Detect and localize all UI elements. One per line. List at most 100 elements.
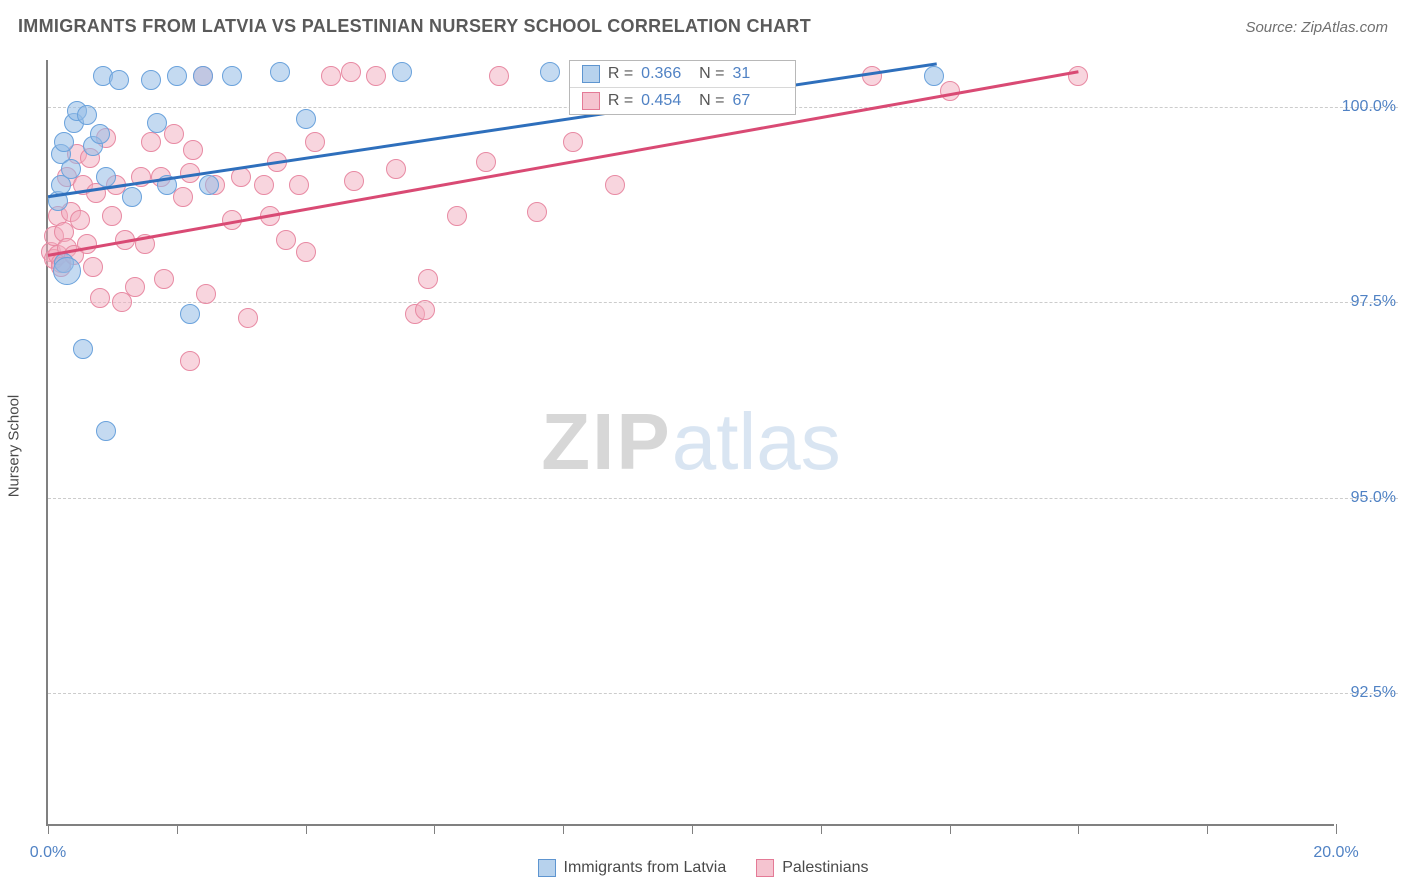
data-point — [157, 175, 177, 195]
y-tick-label: 97.5% — [1351, 293, 1396, 311]
data-point — [141, 70, 161, 90]
chart-source: Source: ZipAtlas.com — [1245, 19, 1388, 36]
stat-r-label: R = — [608, 92, 633, 110]
watermark: ZIPatlas — [541, 396, 840, 488]
data-point — [90, 124, 110, 144]
gridline — [48, 498, 1398, 499]
data-point — [418, 269, 438, 289]
watermark-atlas: atlas — [672, 397, 841, 486]
x-tick — [306, 824, 307, 834]
data-point — [489, 66, 509, 86]
legend-label-latvia: Immigrants from Latvia — [564, 859, 727, 877]
plot-area: ZIPatlas 0.0%20.0%R =0.366N =31R =0.454N… — [46, 60, 1334, 826]
data-point — [540, 62, 560, 82]
data-point — [109, 70, 129, 90]
data-point — [199, 175, 219, 195]
gridline — [48, 693, 1398, 694]
legend-label-palestinians: Palestinians — [782, 859, 868, 877]
data-point — [940, 81, 960, 101]
data-point — [270, 62, 290, 82]
data-point — [476, 152, 496, 172]
stats-legend: R =0.366N =31R =0.454N =67 — [569, 60, 796, 115]
data-point — [296, 109, 316, 129]
trend-line — [48, 72, 1078, 256]
data-point — [173, 187, 193, 207]
stats-swatch — [582, 92, 600, 110]
data-point — [180, 163, 200, 183]
data-point — [125, 277, 145, 297]
data-point — [77, 234, 97, 254]
data-point — [135, 234, 155, 254]
data-point — [1068, 66, 1088, 86]
data-point — [563, 132, 583, 152]
data-point — [122, 187, 142, 207]
data-point — [115, 230, 135, 250]
x-tick — [563, 824, 564, 834]
data-point — [862, 66, 882, 86]
stat-r-value: 0.366 — [641, 65, 691, 83]
x-tick — [177, 824, 178, 834]
data-point — [54, 132, 74, 152]
data-point — [260, 206, 280, 226]
data-point — [386, 159, 406, 179]
data-point — [183, 140, 203, 160]
data-point — [180, 351, 200, 371]
data-point — [447, 206, 467, 226]
data-point — [196, 284, 216, 304]
data-point — [70, 210, 90, 230]
data-point — [238, 308, 258, 328]
data-point — [222, 66, 242, 86]
data-point — [180, 304, 200, 324]
data-point — [222, 210, 242, 230]
x-tick — [434, 824, 435, 834]
data-point — [96, 167, 116, 187]
gridline — [48, 302, 1398, 303]
data-point — [289, 175, 309, 195]
data-point — [154, 269, 174, 289]
x-tick — [48, 824, 49, 834]
stat-n-label: N = — [699, 92, 724, 110]
x-tick — [950, 824, 951, 834]
data-point — [366, 66, 386, 86]
data-point — [131, 167, 151, 187]
data-point — [53, 257, 81, 285]
legend-item-palestinians: Palestinians — [756, 859, 868, 877]
stat-r-value: 0.454 — [641, 92, 691, 110]
bottom-legend: Immigrants from Latvia Palestinians — [0, 859, 1406, 877]
data-point — [924, 66, 944, 86]
stat-n-value: 67 — [733, 92, 783, 110]
data-point — [61, 159, 81, 179]
data-point — [231, 167, 251, 187]
x-tick — [1078, 824, 1079, 834]
data-point — [415, 300, 435, 320]
data-point — [254, 175, 274, 195]
data-point — [73, 339, 93, 359]
stats-row: R =0.366N =31 — [570, 61, 795, 87]
data-point — [167, 66, 187, 86]
data-point — [527, 202, 547, 222]
data-point — [341, 62, 361, 82]
data-point — [276, 230, 296, 250]
data-point — [193, 66, 213, 86]
y-tick-label: 95.0% — [1351, 489, 1396, 507]
data-point — [392, 62, 412, 82]
data-point — [296, 242, 316, 262]
data-point — [305, 132, 325, 152]
data-point — [77, 105, 97, 125]
x-tick — [821, 824, 822, 834]
data-point — [344, 171, 364, 191]
data-point — [267, 152, 287, 172]
data-point — [147, 113, 167, 133]
data-point — [605, 175, 625, 195]
x-tick — [692, 824, 693, 834]
data-point — [141, 132, 161, 152]
data-point — [321, 66, 341, 86]
stats-row: R = 0.454 N = 67 — [570, 87, 795, 114]
y-tick-label: 100.0% — [1342, 98, 1396, 116]
stat-r-label: R = — [608, 65, 633, 83]
legend-swatch-latvia — [538, 859, 556, 877]
watermark-zip: ZIP — [541, 397, 671, 486]
chart-header: IMMIGRANTS FROM LATVIA VS PALESTINIAN NU… — [18, 16, 1388, 37]
legend-item-latvia: Immigrants from Latvia — [538, 859, 727, 877]
x-tick — [1336, 824, 1337, 834]
